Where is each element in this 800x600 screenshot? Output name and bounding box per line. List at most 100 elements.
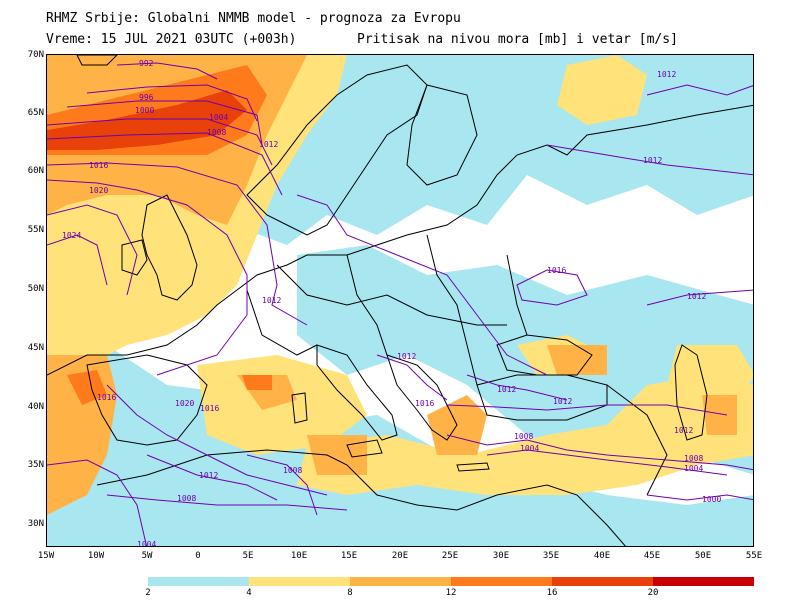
isobar-label: 1012 — [553, 397, 572, 406]
isobar-label: 1008 — [207, 128, 226, 137]
isobar-line — [47, 118, 273, 166]
isobar-label: 1016 — [415, 399, 434, 408]
isobar-line — [47, 204, 138, 296]
isobar-label: 1012 — [643, 156, 662, 165]
lon-label: 10E — [290, 551, 308, 561]
isobar-line — [376, 354, 448, 401]
country-border — [246, 289, 318, 356]
isobar-line — [486, 449, 728, 476]
colorbar-segment — [451, 577, 552, 586]
isobar-line — [116, 62, 218, 80]
isobar-label: 1008 — [283, 466, 302, 475]
coastline-iceland — [76, 55, 118, 66]
coastline-sicily — [346, 439, 383, 458]
coastline-sardinia — [291, 392, 308, 424]
coastline-mainland — [47, 104, 753, 376]
isobar-label: 1020 — [89, 186, 108, 195]
isobar-line — [646, 84, 753, 96]
isobar-label: 1012 — [657, 70, 676, 79]
coastline-finland — [406, 84, 478, 186]
wind-patch — [307, 435, 367, 475]
lat-label: 55N — [27, 225, 44, 235]
lat-label: 30N — [27, 519, 44, 529]
wind-patch — [197, 355, 367, 455]
isobar-label: 1016 — [200, 404, 219, 413]
lat-label: 35N — [27, 460, 44, 470]
isobar-label: 1024 — [62, 231, 81, 240]
lat-label: 60N — [27, 166, 44, 176]
isobar-label: 1012 — [397, 352, 416, 361]
wind-patch — [242, 375, 272, 390]
lat-label: 40N — [27, 402, 44, 412]
coastline-britain — [141, 194, 198, 301]
lon-label: 5W — [141, 551, 153, 561]
country-border — [606, 384, 668, 496]
isobar-lines — [47, 62, 753, 546]
country-border — [426, 234, 478, 386]
isobar-labels: 992 996 1000 1004 1008 1012 1016 1020 10… — [62, 59, 721, 546]
wind-patch — [547, 345, 607, 375]
lon-label: 40E — [593, 551, 611, 561]
isobar-label: 1016 — [89, 161, 108, 170]
isobar-label: 1012 — [262, 296, 281, 305]
lat-label: 70N — [27, 50, 44, 60]
coastline-ireland — [121, 239, 148, 276]
coastline-scandinavia — [246, 64, 428, 236]
lon-label: 5E — [242, 551, 254, 561]
map-title: RHMZ Srbije: Globalni NMMB model - progn… — [46, 11, 461, 26]
lon-label: 55E — [745, 551, 763, 561]
isobar-label: 1000 — [135, 106, 154, 115]
lat-label: 50N — [27, 284, 44, 294]
map-area: 992 996 1000 1004 1008 1012 1016 1020 10… — [46, 54, 754, 547]
isobar-line — [546, 144, 753, 176]
coastline-caspian — [674, 344, 708, 441]
isobar-line — [86, 84, 258, 122]
country-border — [276, 264, 507, 326]
isobar-label: 1004 — [209, 113, 228, 122]
country-border — [506, 254, 528, 336]
colorbar-segment — [552, 577, 653, 586]
isobar-label: 1020 — [175, 399, 194, 408]
coastline-italy — [316, 344, 398, 441]
wind-patch — [557, 55, 647, 125]
coastline-crete — [456, 462, 490, 472]
isobar-label: 992 — [139, 59, 154, 68]
colorbar-segment — [653, 577, 754, 586]
coastline-black-sea — [496, 334, 593, 376]
lon-label: 50E — [694, 551, 712, 561]
isobar-line — [47, 459, 148, 546]
isobar-label: 1012 — [497, 385, 516, 394]
colorbar-label: 2 — [145, 588, 151, 598]
isobar-line — [516, 269, 588, 306]
lat-label: 65N — [27, 108, 44, 118]
isobar-label: 1012 — [259, 140, 278, 149]
isobar-label: 1008 — [177, 494, 196, 503]
isobar-line — [47, 179, 248, 376]
lon-label: 30E — [492, 551, 510, 561]
lat-label: 45N — [27, 343, 44, 353]
isobar-line — [106, 494, 348, 511]
isobar-line — [47, 132, 283, 196]
isobar-label: 1012 — [687, 292, 706, 301]
colorbar-segment — [350, 577, 451, 586]
isobar-line — [146, 454, 278, 501]
isobar-line — [446, 404, 728, 416]
isobar-line — [466, 374, 568, 401]
lon-label: 45E — [643, 551, 661, 561]
colorbar-segment — [249, 577, 350, 586]
isobar-label: 1008 — [514, 432, 533, 441]
lon-label: 15E — [340, 551, 358, 561]
isobar-line — [646, 494, 753, 501]
isobar-label: 996 — [139, 93, 154, 102]
lon-label: 25E — [441, 551, 459, 561]
colorbar-label: 12 — [445, 588, 457, 598]
country-border — [346, 254, 388, 356]
isobar-line — [296, 194, 548, 376]
coastline-africa — [96, 449, 626, 546]
forecast-map: 992 996 1000 1004 1008 1012 1016 1020 10… — [47, 55, 753, 546]
isobar-label: 1016 — [547, 266, 566, 275]
isobar-line — [646, 289, 753, 306]
coastline-balkans — [386, 354, 458, 441]
isobar-label: 1008 — [684, 454, 703, 463]
lon-label: 10W — [87, 551, 105, 561]
